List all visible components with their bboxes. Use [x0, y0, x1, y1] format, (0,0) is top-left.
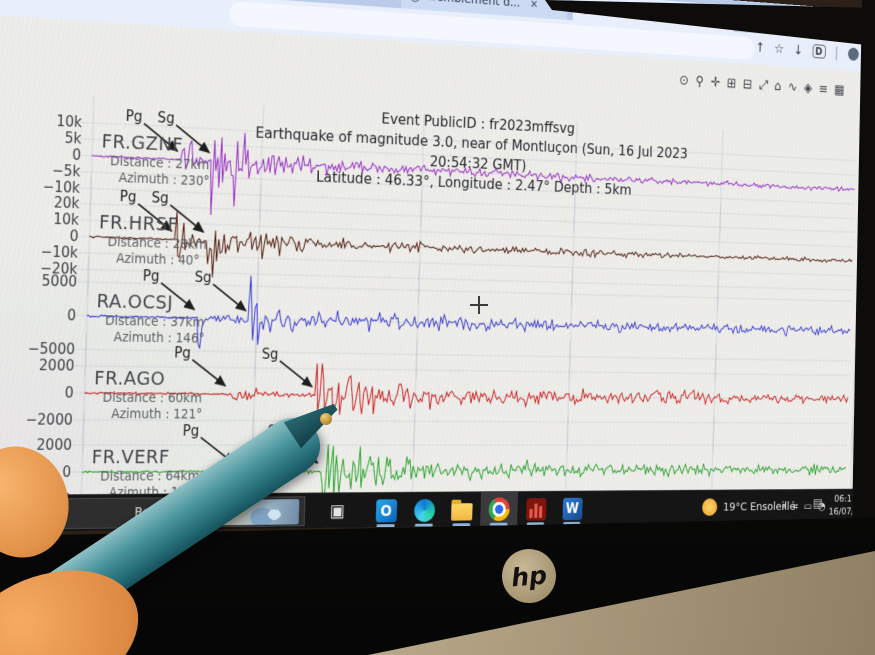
- tray-icon[interactable]: ⌗: [792, 499, 799, 512]
- seismogram-panel-FR-GZNF: Pg Sg 10k 5k 0 −5k −10k FR.GZNF Distance : 27km A…: [0, 83, 875, 243]
- seismogram-panel-FR-HRSF: Pg Sg 20k 10k 0 −10k −20k FR.HRSF Distance : 28k…: [0, 167, 872, 314]
- station-name: FR.AGO: [93, 366, 166, 390]
- laptop-screen: Tremblement d... ✕ Namazu Wavef... ✕ + ─…: [0, 0, 875, 534]
- plotly-logo-icon[interactable]: ▦: [834, 81, 845, 98]
- station-name: FR.VERF: [91, 445, 171, 469]
- phase-label-Sg: Sg: [194, 268, 211, 286]
- pan-icon[interactable]: ✛: [710, 73, 721, 91]
- word-icon: W: [562, 497, 583, 520]
- plot-modebar: ⊙ ⚲ ✛ ⊞ ⊟ ⤢ ⌂ ∿ ◈ ≡ ▦: [679, 72, 845, 98]
- waveform-plot-FR-AGO[interactable]: Pg Sg: [0, 329, 868, 453]
- phase-label-Pg: Pg: [182, 422, 199, 439]
- y-tick-label: 5000: [41, 272, 78, 291]
- tab-close-icon[interactable]: ✕: [529, 0, 539, 11]
- station-name: FR.HRSF: [98, 210, 179, 236]
- bookmark-star-icon[interactable]: ☆: [774, 40, 785, 57]
- y-tick-label: 2000: [38, 356, 75, 375]
- chrome-icon: [488, 497, 510, 522]
- tab-label: Tremblement d...: [427, 0, 521, 10]
- phase-arrow-Sg: [279, 361, 312, 387]
- station-distance: Distance : 28km: [107, 234, 207, 253]
- phase-label-Pg: Pg: [174, 344, 191, 361]
- hover-compare-icon[interactable]: ≡: [818, 80, 829, 97]
- crosshair-cursor: [470, 296, 488, 314]
- tab-favicon-globe-icon: [409, 0, 421, 2]
- seismogram-page: Event PublicID : fr2023mffsvg Earthquake…: [0, 6, 875, 496]
- camera-icon[interactable]: ⊙: [679, 71, 690, 89]
- red-bars-app-icon: [525, 497, 547, 521]
- seismogram-panel-RA-OCSJ: Pg Sg 5000 0 −5000 RA.OCSJ Distance : 37km Azim…: [0, 249, 870, 384]
- phase-label-Pg: Pg: [143, 267, 160, 285]
- phase-label-Pg: Pg: [119, 188, 136, 206]
- hp-logo-text: hp: [509, 560, 549, 593]
- phase-arrow-Sg: [212, 284, 246, 310]
- share-icon[interactable]: ↑: [755, 39, 766, 56]
- phase-label-Sg: Sg: [151, 189, 169, 207]
- station-distance: Distance : 37km: [104, 313, 205, 331]
- tray-icon[interactable]: ▭: [803, 500, 813, 513]
- outlook-icon: O: [375, 498, 397, 523]
- station-distance: Distance : 60km: [102, 390, 203, 407]
- tray-chevron-icon[interactable]: ∧: [780, 500, 788, 513]
- profile-avatar[interactable]: [847, 46, 859, 61]
- station-name: RA.OCSJ: [96, 288, 174, 314]
- y-tick-label: 0: [64, 384, 74, 402]
- zoom-in-icon[interactable]: ⊞: [726, 74, 737, 92]
- downloads-icon[interactable]: ↓: [793, 41, 804, 59]
- taskbar-app-red-bars[interactable]: [517, 492, 555, 526]
- zoom-out-icon[interactable]: ⊟: [742, 75, 753, 93]
- waveform-plot-FR-HRSF[interactable]: Pg Sg: [0, 167, 872, 314]
- taskbar-app-chrome[interactable]: [480, 491, 519, 527]
- phase-label-Pg: Pg: [125, 107, 142, 125]
- taskbar-app-edge[interactable]: [405, 493, 444, 528]
- seismogram-panel-FR-AGO: Pg Sg 2000 0 −2000 FR.AGO Distance : 60km Azimu…: [0, 329, 868, 453]
- taskbar-app-word[interactable]: W: [554, 491, 591, 525]
- toolbar-separator: |: [834, 44, 839, 61]
- zoom-icon[interactable]: ⚲: [695, 72, 705, 90]
- hover-closest-icon[interactable]: ◈: [803, 79, 813, 96]
- spikeline-icon[interactable]: ∿: [787, 78, 798, 95]
- phase-label-Sg: Sg: [157, 109, 175, 127]
- waveform-plot-RA-OCSJ[interactable]: Pg Sg: [0, 249, 870, 384]
- y-tick-label: 0: [66, 306, 77, 325]
- autoscale-icon[interactable]: ⤢: [758, 76, 769, 94]
- taskbar-app-outlook[interactable]: O: [366, 493, 405, 528]
- extension-badge[interactable]: D: [812, 44, 826, 59]
- pen-ballpoint: [320, 413, 332, 425]
- edge-icon: [413, 498, 435, 522]
- phase-label-Sg: Sg: [262, 346, 279, 363]
- notification-icon[interactable]: ▤: [812, 496, 823, 511]
- taskbar-app-file-explorer[interactable]: [443, 492, 482, 527]
- waveform-plot-FR-GZNF[interactable]: Pg Sg: [0, 83, 875, 243]
- sun-icon: [701, 498, 718, 516]
- file-explorer-icon: [450, 502, 473, 521]
- task-view-icon[interactable]: ▣: [329, 500, 346, 522]
- reset-axes-icon[interactable]: ⌂: [774, 77, 782, 94]
